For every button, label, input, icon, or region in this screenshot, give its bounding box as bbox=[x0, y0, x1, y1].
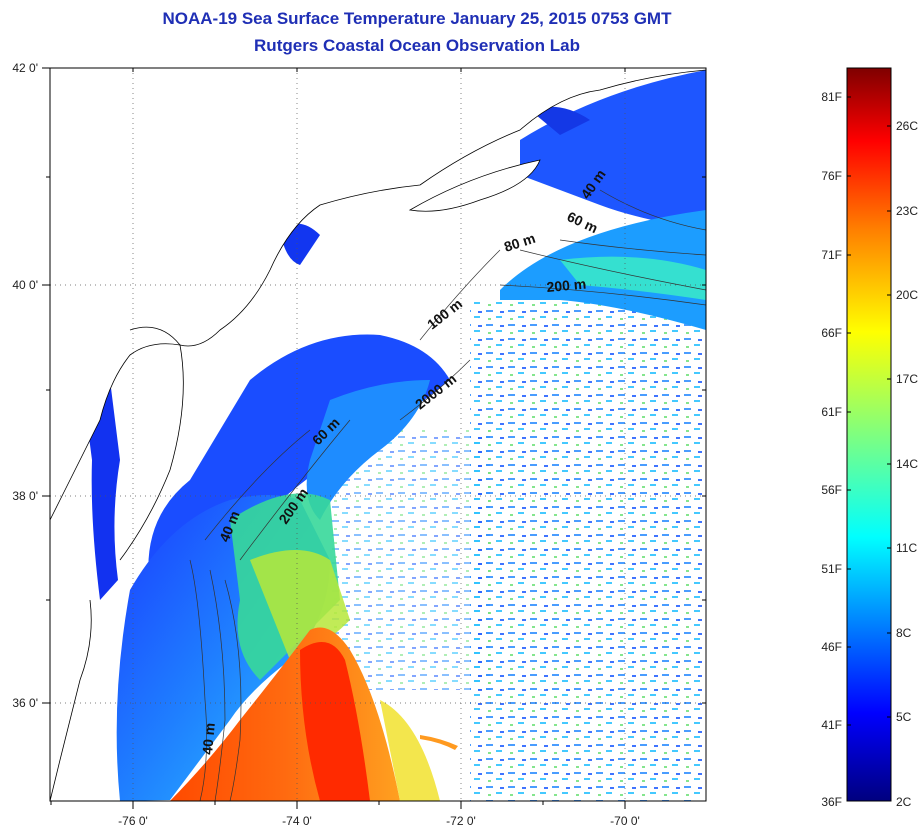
isobath-200m-south bbox=[239, 419, 351, 561]
colorbar-f-label: 51F bbox=[821, 562, 842, 576]
colorbar bbox=[846, 67, 892, 802]
colorbar-f-label: 66F bbox=[821, 326, 842, 340]
isobath-40m-south bbox=[189, 559, 208, 801]
coastline-north bbox=[50, 69, 706, 521]
colorbar-c-label: 5C bbox=[896, 710, 912, 724]
lat-label: 36 0' bbox=[12, 696, 38, 710]
lon-label: -76 0' bbox=[118, 814, 148, 828]
colorbar-c-label: 2C bbox=[896, 795, 912, 809]
lon-label: -72 0' bbox=[446, 814, 476, 828]
isobaths bbox=[189, 189, 706, 801]
gulf-stream-edge bbox=[380, 700, 440, 801]
colorbar-celsius-labels: 26C 23C 20C 17C 14C 11C 8C 5C 2C bbox=[896, 119, 918, 809]
colorbar-f-label: 71F bbox=[821, 248, 842, 262]
colorbar-c-label: 20C bbox=[896, 288, 918, 302]
sst-image bbox=[50, 68, 706, 801]
land-northeast bbox=[50, 68, 706, 520]
isobath-100m bbox=[419, 249, 501, 341]
coastline-south bbox=[50, 599, 92, 801]
isobath-200m-north bbox=[499, 284, 706, 306]
isobath-2000m bbox=[399, 359, 471, 421]
isobath-40m-north bbox=[599, 189, 706, 231]
delmarva-peninsula bbox=[120, 327, 184, 560]
isobath-60m-south bbox=[204, 429, 311, 541]
axis-ticks bbox=[42, 67, 706, 809]
gulf-of-maine-water bbox=[520, 70, 706, 230]
land-virginia-nc bbox=[50, 520, 92, 801]
coastline-delmarva bbox=[119, 326, 184, 561]
cape-cod-bay-water bbox=[530, 106, 590, 135]
colorbar-c-label: 26C bbox=[896, 119, 918, 133]
colorbar-fahrenheit-labels: 81F 76F 71F 66F 61F 56F 51F 46F 41F 36F bbox=[821, 90, 842, 809]
colorbar-f-label: 41F bbox=[821, 718, 842, 732]
colorbar-ticks bbox=[847, 96, 891, 726]
colorbar-f-label: 61F bbox=[821, 405, 842, 419]
isobath-80m-south bbox=[209, 569, 226, 801]
colorbar-f-label: 81F bbox=[821, 90, 842, 104]
colorbar-c-label: 8C bbox=[896, 626, 912, 640]
colorbar-f-label: 76F bbox=[821, 169, 842, 183]
colorbar-c-label: 14C bbox=[896, 457, 918, 471]
isobath-60m-north bbox=[559, 239, 706, 256]
long-island bbox=[410, 160, 540, 212]
coastline-long-island bbox=[408, 159, 541, 212]
colorbar-c-label: 11C bbox=[896, 541, 917, 555]
colorbar-f-label: 46F bbox=[821, 640, 842, 654]
lon-label: -70 0' bbox=[610, 814, 640, 828]
colorbar-f-label: 56F bbox=[821, 483, 842, 497]
offshore-speckle bbox=[470, 300, 706, 801]
colorbar-c-label: 23C bbox=[896, 204, 918, 218]
map-frame bbox=[49, 67, 707, 802]
isobath-100m-south bbox=[224, 579, 242, 801]
contour-label: 40 m bbox=[199, 722, 218, 755]
warm-filament bbox=[420, 735, 458, 750]
offshore-speckle-west bbox=[330, 430, 490, 690]
contour-label: 100 m bbox=[424, 295, 465, 332]
mab-mid-shelf bbox=[306, 380, 430, 520]
graticule bbox=[50, 68, 706, 801]
lat-label: 40 0' bbox=[12, 278, 38, 292]
contour-label: 200 m bbox=[546, 276, 587, 295]
gulf-stream-core bbox=[300, 642, 370, 801]
lat-label: 38 0' bbox=[12, 489, 38, 503]
longitude-labels: -76 0' -74 0' -72 0' -70 0' bbox=[118, 814, 640, 828]
colorbar-f-label: 36F bbox=[821, 795, 842, 809]
map-subtitle: Rutgers Coastal Ocean Observation Lab bbox=[254, 36, 580, 55]
map-title: NOAA-19 Sea Surface Temperature January … bbox=[162, 9, 672, 28]
latitude-labels: 42 0' 40 0' 38 0' 36 0' bbox=[12, 61, 38, 710]
contour-label: 80 m bbox=[502, 230, 537, 255]
colorbar-c-label: 17C bbox=[896, 372, 918, 386]
isobath-80m-north bbox=[519, 249, 706, 291]
lon-label: -74 0' bbox=[282, 814, 312, 828]
contour-label: 60 m bbox=[565, 208, 601, 236]
lat-label: 42 0' bbox=[12, 61, 38, 75]
